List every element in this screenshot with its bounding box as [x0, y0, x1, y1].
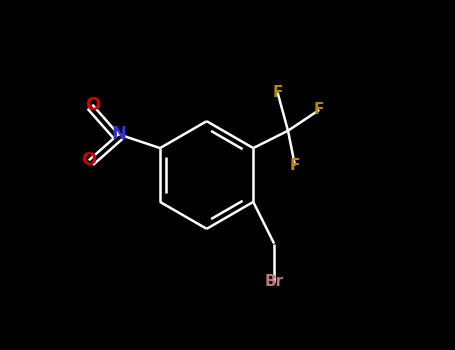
- Text: O: O: [81, 151, 96, 169]
- Text: F: F: [273, 85, 283, 100]
- Text: N: N: [111, 125, 126, 143]
- Text: O: O: [85, 96, 100, 114]
- Text: F: F: [314, 103, 324, 117]
- Text: Br: Br: [264, 274, 283, 289]
- Text: F: F: [290, 158, 300, 173]
